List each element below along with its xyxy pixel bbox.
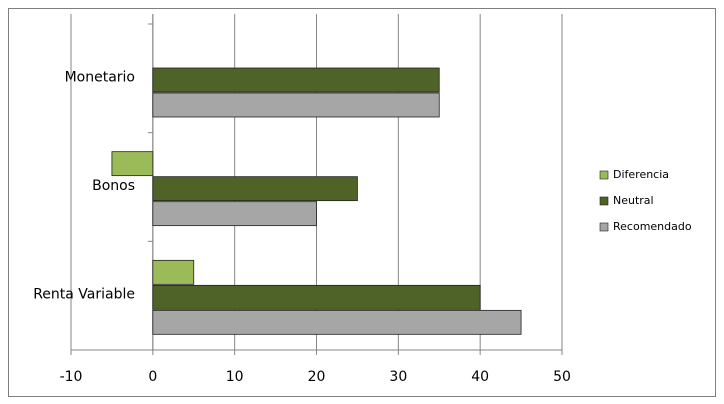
legend-swatch: [599, 222, 609, 232]
bar: [152, 309, 522, 335]
x-tick-label: 0: [148, 369, 157, 385]
bar: [111, 151, 154, 177]
bar: [152, 176, 358, 202]
legend-label: Diferencia: [613, 168, 669, 181]
x-tick-label: 20: [308, 369, 326, 385]
chart-border: [8, 8, 716, 397]
bar: [152, 92, 440, 118]
y-tick-label: Renta Variable: [33, 287, 135, 303]
y-tick-label: Bonos: [92, 178, 135, 194]
x-tick-label: 50: [553, 369, 571, 385]
x-tick-label: 10: [226, 369, 244, 385]
y-tick-label: Monetario: [65, 69, 135, 85]
legend-label: Neutral: [613, 194, 654, 207]
legend-swatch: [599, 196, 609, 206]
x-tick-label: 30: [389, 369, 407, 385]
bar: [152, 284, 481, 310]
x-tick-label: -10: [60, 369, 83, 385]
bar: [152, 259, 195, 285]
x-tick-label: 40: [471, 369, 489, 385]
legend-label: Recomendado: [613, 220, 692, 233]
legend-swatch: [599, 170, 609, 180]
bar: [152, 201, 317, 227]
bar: [152, 67, 440, 93]
